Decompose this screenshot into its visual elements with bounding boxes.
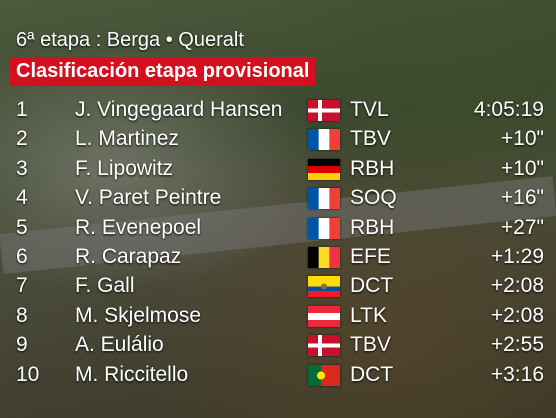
country-flag xyxy=(308,276,340,298)
time-gap: +2:55 xyxy=(490,333,544,357)
team-code: LTK xyxy=(350,303,387,327)
position: 9 xyxy=(16,333,28,357)
rider-name: F. Lipowitz xyxy=(75,156,174,180)
country-flag xyxy=(308,305,340,327)
position: 8 xyxy=(16,303,28,327)
rider-name: V. Paret Peintre xyxy=(75,186,222,210)
team-code: RBH xyxy=(350,215,395,239)
country-flag xyxy=(308,364,340,386)
country-flag xyxy=(308,247,340,268)
position: 2 xyxy=(16,127,28,151)
team-code: TBV xyxy=(350,333,391,357)
country-flag xyxy=(308,129,340,151)
team-code: DCT xyxy=(350,362,394,386)
rider-name: R. Carapaz xyxy=(75,245,182,268)
country-flag xyxy=(308,217,340,239)
stage-label: 6ª etapa : Berga • Queralt xyxy=(16,29,244,51)
position: 1 xyxy=(16,98,28,121)
time-gap: +2:08 xyxy=(490,274,544,298)
time-gap: +10" xyxy=(500,127,544,151)
classification-title: Clasificación etapa provisional xyxy=(10,57,316,86)
team-code: SOQ xyxy=(350,186,397,210)
country-flag xyxy=(308,100,340,121)
country-flag xyxy=(308,158,340,180)
time-gap: +16" xyxy=(500,186,544,210)
country-flag xyxy=(308,335,340,357)
rider-name: M. Skjelmose xyxy=(75,303,202,327)
time-gap: +2:08 xyxy=(490,303,544,327)
team-code: TVL xyxy=(350,98,389,121)
time-gap: +1:29 xyxy=(490,245,544,268)
country-flag xyxy=(308,188,340,210)
position: 6 xyxy=(16,245,28,268)
rider-name: M. Riccitello xyxy=(75,362,189,386)
time-gap: +27" xyxy=(500,215,544,239)
rider-name: J. Vingegaard Hansen xyxy=(75,98,283,121)
position: 3 xyxy=(16,156,28,180)
team-code: EFE xyxy=(350,245,391,268)
rider-name: R. Evenepoel xyxy=(75,215,202,239)
team-code: DCT xyxy=(350,274,394,298)
time-gap: 4:05:19 xyxy=(473,98,544,121)
rider-name: A. Eulálio xyxy=(75,333,164,357)
time-gap: +3:16 xyxy=(490,362,544,386)
position: 10 xyxy=(16,362,40,386)
position: 4 xyxy=(16,186,28,210)
time-gap: +10" xyxy=(500,156,544,180)
rider-name: F. Gall xyxy=(75,274,135,298)
rider-name: L. Martinez xyxy=(75,127,179,151)
position: 7 xyxy=(16,274,28,298)
team-code: TBV xyxy=(350,127,391,151)
position: 5 xyxy=(16,215,28,239)
team-code: RBH xyxy=(350,156,395,180)
